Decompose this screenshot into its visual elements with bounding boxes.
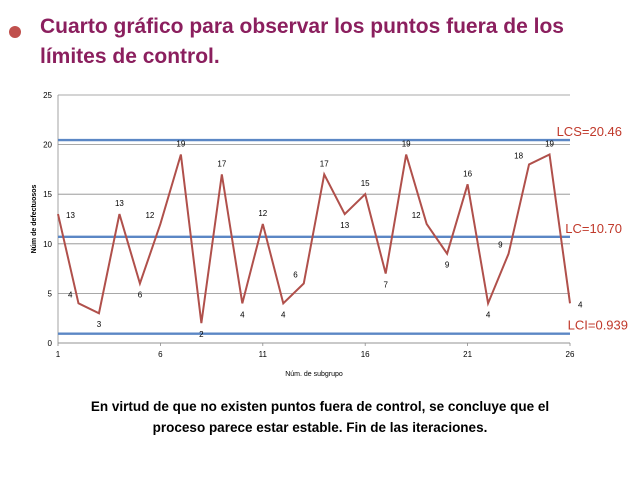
data-label: 13: [115, 199, 124, 208]
x-axis-title: Núm. de subgrupo: [285, 371, 343, 378]
x-tick-label: 16: [361, 350, 370, 359]
y-tick-label: 20: [43, 141, 52, 150]
data-label: 19: [176, 140, 185, 149]
caption-line-2: proceso parece estar estable. Fin de las…: [152, 420, 488, 435]
data-label: 12: [412, 211, 421, 220]
control-limit-label: LCS=20.46: [557, 124, 622, 139]
data-label: 9: [498, 241, 503, 250]
y-axis-title: Núm de defectuosos: [31, 184, 38, 253]
data-label: 4: [240, 310, 245, 319]
control-limit-label: LC=10.70: [565, 221, 622, 236]
data-label: 4: [68, 290, 73, 299]
data-label: 2: [199, 330, 204, 339]
data-label: 6: [293, 270, 298, 279]
bullet-icon: [9, 26, 21, 38]
y-tick-label: 25: [43, 91, 52, 100]
y-tick-label: 15: [43, 190, 52, 199]
slide-title: Cuarto gráfico para observar los puntos …: [40, 12, 620, 72]
y-tick-label: 5: [48, 289, 53, 298]
caption-line-1: En virtud de que no existen puntos fuera…: [90, 399, 550, 414]
data-label: 4: [486, 310, 491, 319]
data-label: 6: [138, 290, 143, 299]
data-label: 3: [97, 320, 102, 329]
data-label: 19: [402, 140, 411, 149]
data-label: 9: [445, 261, 450, 270]
series-line: [57, 153, 571, 324]
y-tick-label: 10: [43, 240, 52, 249]
data-label: 4: [281, 310, 286, 319]
data-label: 17: [217, 159, 226, 168]
data-label: 15: [361, 179, 370, 188]
x-tick-label: 1: [56, 350, 61, 359]
data-label: 17: [320, 159, 329, 168]
x-tick-label: 6: [158, 350, 163, 359]
data-label: 4: [578, 300, 583, 309]
data-label: 12: [258, 209, 267, 218]
data-label: 12: [145, 211, 154, 220]
data-label: 13: [340, 221, 349, 230]
data-label: 18: [514, 151, 523, 160]
data-label: 13: [66, 211, 75, 220]
data-label: 16: [463, 169, 472, 178]
title-line-2: límites de control.: [40, 45, 220, 68]
x-tick-label: 21: [463, 350, 472, 359]
data-label: 7: [383, 281, 388, 290]
y-tick-label: 0: [48, 339, 53, 348]
title-line-1: Cuarto gráfico para observar los puntos …: [40, 15, 564, 38]
data-label: 19: [545, 140, 554, 149]
conclusion-caption: En virtud de que no existen puntos fuera…: [80, 396, 560, 438]
control-limit-label: LCI=0.939: [568, 318, 628, 333]
x-tick-label: 11: [259, 350, 268, 359]
x-tick-label: 26: [566, 350, 575, 359]
